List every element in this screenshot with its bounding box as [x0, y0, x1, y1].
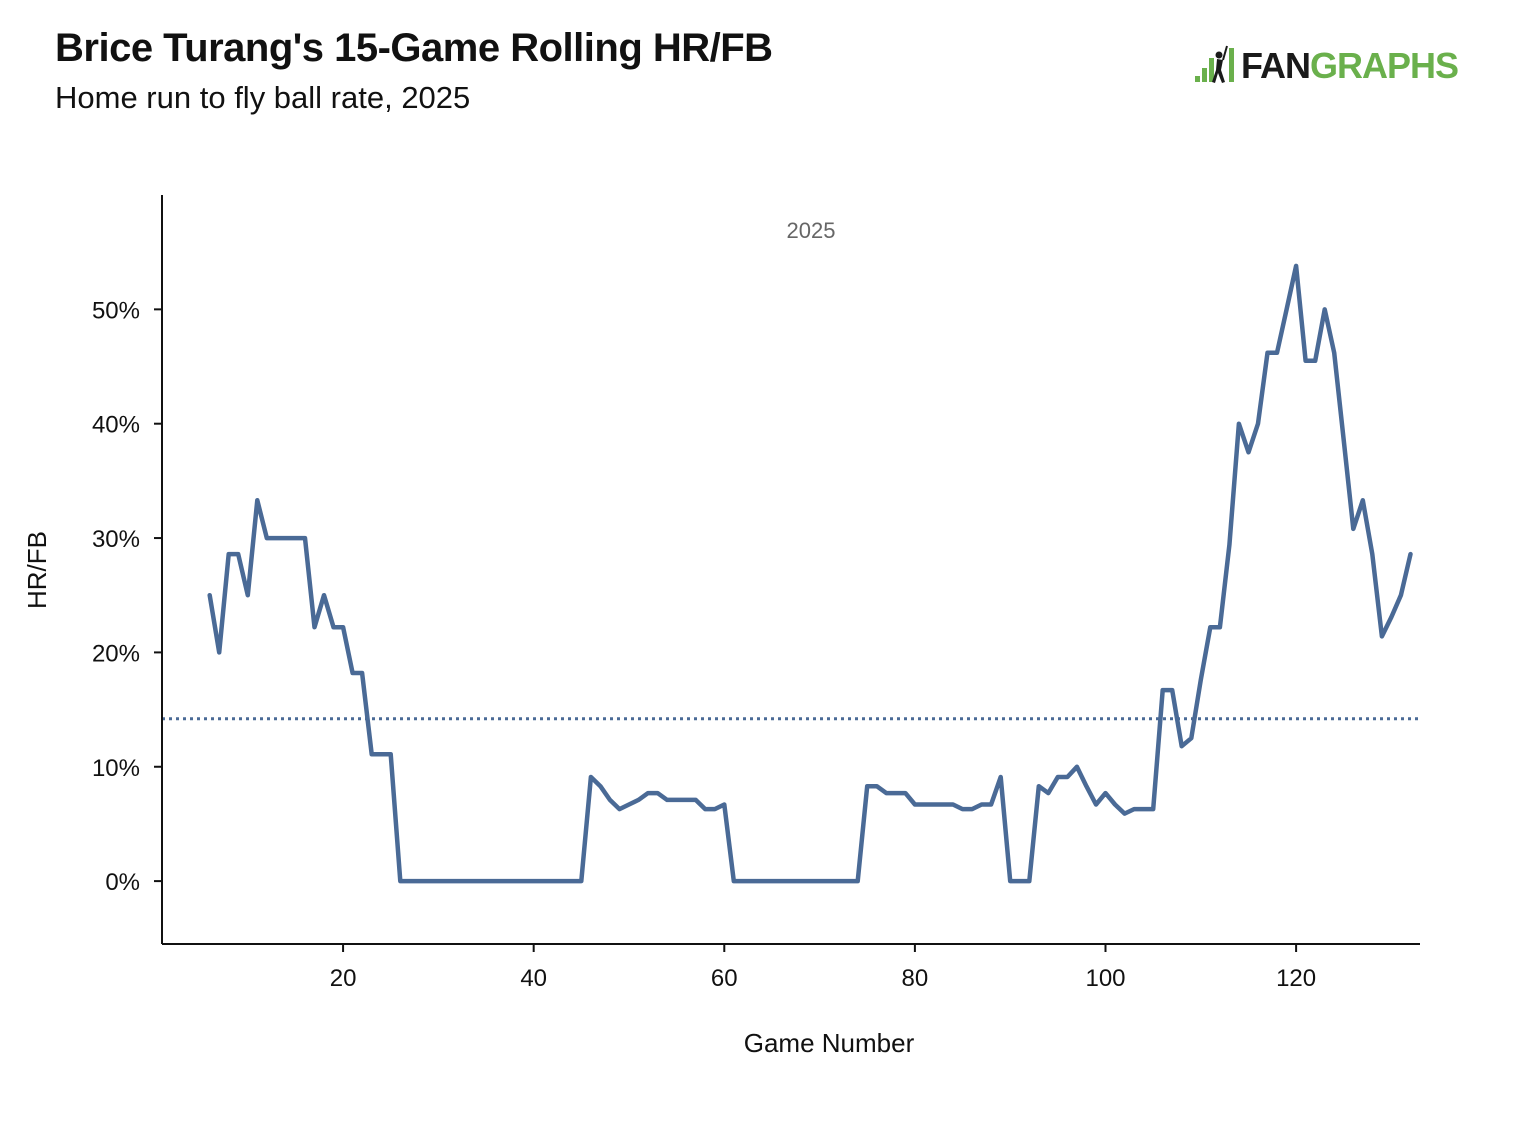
x-tick-label: 120 [1276, 965, 1316, 992]
logo-text-graphs: GRAPHS [1310, 45, 1459, 86]
chart-subtitle: Home run to fly ball rate, 2025 [55, 80, 471, 115]
y-tick-label: 40% [92, 412, 140, 439]
y-axis-title: HR/FB [22, 531, 52, 609]
y-tick-label: 0% [105, 869, 140, 896]
y-tick-label: 10% [92, 755, 140, 782]
facet-label: 2025 [787, 218, 836, 243]
x-tick-label: 20 [330, 965, 357, 992]
chart-title: Brice Turang's 15-Game Rolling HR/FB [55, 26, 773, 70]
x-tick-label: 60 [711, 965, 738, 992]
x-axis-title: Game Number [744, 1028, 915, 1058]
series-line-0 [207, 263, 1413, 884]
x-tick-label: 100 [1085, 965, 1125, 992]
fangraphs-logo[interactable]: FANGRAPHS [1193, 44, 1483, 88]
x-tick-label: 40 [520, 965, 547, 992]
batter-icon [1195, 45, 1234, 83]
logo-text-fan: FAN [1241, 45, 1311, 86]
y-tick-label: 30% [92, 526, 140, 553]
x-tick-label: 80 [902, 965, 929, 992]
y-tick-label: 20% [92, 640, 140, 667]
y-tick-label: 50% [92, 297, 140, 324]
logo-wordmark: FANGRAPHS [1241, 44, 1459, 88]
